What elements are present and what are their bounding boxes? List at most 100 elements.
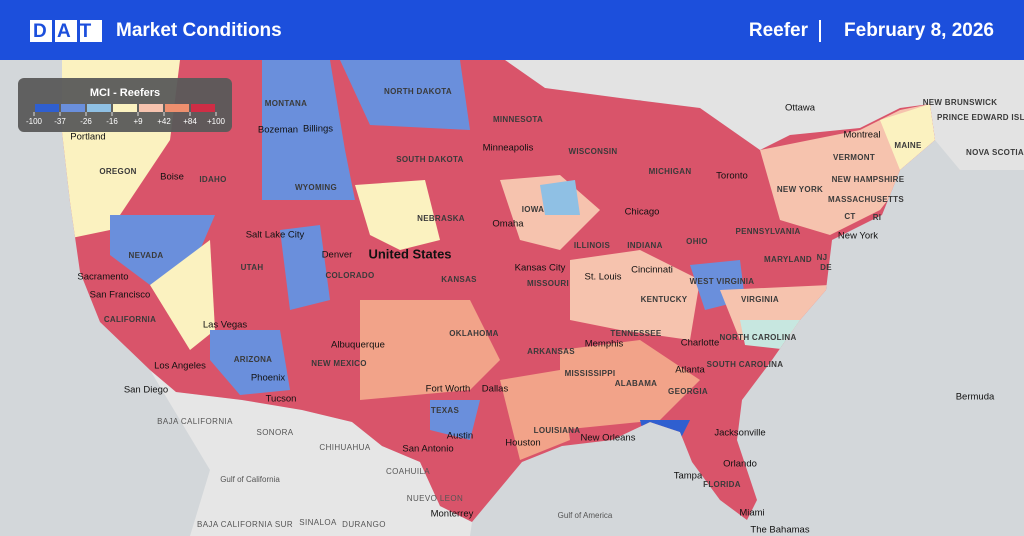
map-label: New Orleans	[581, 433, 636, 444]
map-label: Portland	[70, 132, 105, 143]
legend-swatch	[87, 104, 111, 112]
map-label: BAJA CALIFORNIA SUR	[197, 520, 293, 529]
map-label: Albuquerque	[331, 340, 385, 351]
map-label: The Bahamas	[750, 525, 809, 536]
map-label: VERMONT	[833, 153, 875, 162]
legend-tick-label: -16	[106, 117, 118, 126]
legend-tick-label: -100	[26, 117, 43, 126]
map-label: Orlando	[723, 459, 757, 470]
legend-tick-label: +84	[183, 117, 197, 126]
map-label: KANSAS	[441, 275, 477, 284]
map-label: WISCONSIN	[569, 147, 618, 156]
map-label: TENNESSEE	[610, 329, 662, 338]
legend-swatch	[35, 104, 59, 112]
map-label: NEW BRUNSWICK	[923, 98, 998, 107]
map-label: Las Vegas	[203, 320, 248, 331]
legend-tick-label: +42	[157, 117, 171, 126]
map-label: Los Angeles	[154, 361, 206, 372]
canada	[0, 60, 1024, 170]
map-label: WYOMING	[295, 183, 337, 192]
logo-box	[30, 20, 52, 42]
map-label: SINALOA	[299, 518, 337, 527]
header-bar	[0, 0, 1024, 60]
legend-tick-label: +9	[133, 117, 143, 126]
map-label: BAJA CALIFORNIA	[157, 417, 233, 426]
map-label: GEORGIA	[668, 387, 708, 396]
map-label: SOUTH DAKOTA	[396, 155, 463, 164]
legend-swatch	[61, 104, 85, 112]
map-label: KENTUCKY	[641, 295, 688, 304]
map-label: United States	[368, 246, 451, 261]
map-label: MISSISSIPPI	[565, 369, 616, 378]
map-label: Atlanta	[675, 365, 705, 376]
map-label: San Diego	[124, 385, 168, 396]
map-label: MASSACHUSETTS	[828, 195, 904, 204]
map-label: ARIZONA	[234, 355, 273, 364]
logo-box	[55, 20, 77, 42]
map-label: Ottawa	[785, 103, 816, 114]
map-label: NEVADA	[129, 251, 164, 260]
equipment: Reefer	[749, 20, 809, 41]
map-label: Bozeman	[258, 125, 298, 136]
map-label: Tucson	[266, 394, 297, 405]
map-label: Monterrey	[431, 509, 474, 520]
map-label: Phoenix	[251, 373, 286, 384]
map-label: Toronto	[716, 171, 748, 182]
map-label: PRINCE EDWARD ISLAND	[937, 113, 1024, 122]
map-label: NEBRASKA	[417, 214, 465, 223]
map-label: LOUISIANA	[534, 426, 581, 435]
legend-swatch	[139, 104, 163, 112]
map-label: ARKANSAS	[527, 347, 575, 356]
map-label: MICHIGAN	[649, 167, 692, 176]
map-label: INDIANA	[627, 241, 662, 250]
map-label: MARYLAND	[764, 255, 812, 264]
map-label: Gulf of California	[220, 475, 280, 484]
legend-title: MCI - Reefers	[90, 87, 160, 99]
map-label: Billings	[303, 124, 333, 135]
header-title: Market Conditions	[116, 20, 282, 41]
map-label: Memphis	[585, 339, 624, 350]
map-label: Boise	[160, 172, 184, 183]
map-label: COLORADO	[325, 271, 374, 280]
legend: MCI - Reefers -100 -37 -26 -16 +9 +42 +84 +100	[18, 78, 232, 132]
map-label: CT	[844, 212, 855, 221]
map-label: OREGON	[99, 167, 136, 176]
map-label: Tampa	[674, 471, 703, 482]
map-label: NEW YORK	[777, 185, 823, 194]
logo-text: DAT	[33, 21, 102, 42]
map-label: NOVA SCOTIA	[966, 148, 1024, 157]
map-label: Charlotte	[681, 338, 720, 349]
map-label: Chicago	[625, 207, 660, 218]
map-label: CALIFORNIA	[104, 315, 156, 324]
legend-tick-label: +100	[207, 117, 226, 126]
map-label: NEW HAMPSHIRE	[832, 175, 905, 184]
map-label: OHIO	[686, 237, 708, 246]
map-label: IDAHO	[199, 175, 226, 184]
map-label: Jacksonville	[714, 428, 765, 439]
map-label: MISSOURI	[527, 279, 569, 288]
map-label: MONTANA	[265, 99, 307, 108]
map-label: COAHUILA	[386, 467, 430, 476]
map-label: DE	[820, 263, 832, 272]
map-label: Omaha	[492, 219, 524, 230]
legend-tick-label: -26	[80, 117, 92, 126]
map-label: Montreal	[844, 130, 881, 141]
map-label: New York	[838, 231, 878, 242]
map-label: Kansas City	[515, 263, 566, 274]
map-label: Houston	[505, 438, 540, 449]
legend-swatch	[165, 104, 189, 112]
map-label: Fort Worth	[426, 384, 471, 395]
map-label: MINNESOTA	[493, 115, 543, 124]
map-label: Gulf of America	[558, 511, 613, 520]
map-label: San Antonio	[402, 444, 453, 455]
map-label: WEST VIRGINIA	[690, 277, 755, 286]
legend-swatch	[113, 104, 137, 112]
date: February 8, 2026	[844, 20, 994, 41]
legend-tick-label: -37	[54, 117, 66, 126]
map-label: Austin	[447, 431, 473, 442]
map-label: SONORA	[256, 428, 293, 437]
map-label: NJ	[817, 253, 828, 262]
legend-swatch	[191, 104, 215, 112]
map-label: ILLINOIS	[574, 241, 611, 250]
